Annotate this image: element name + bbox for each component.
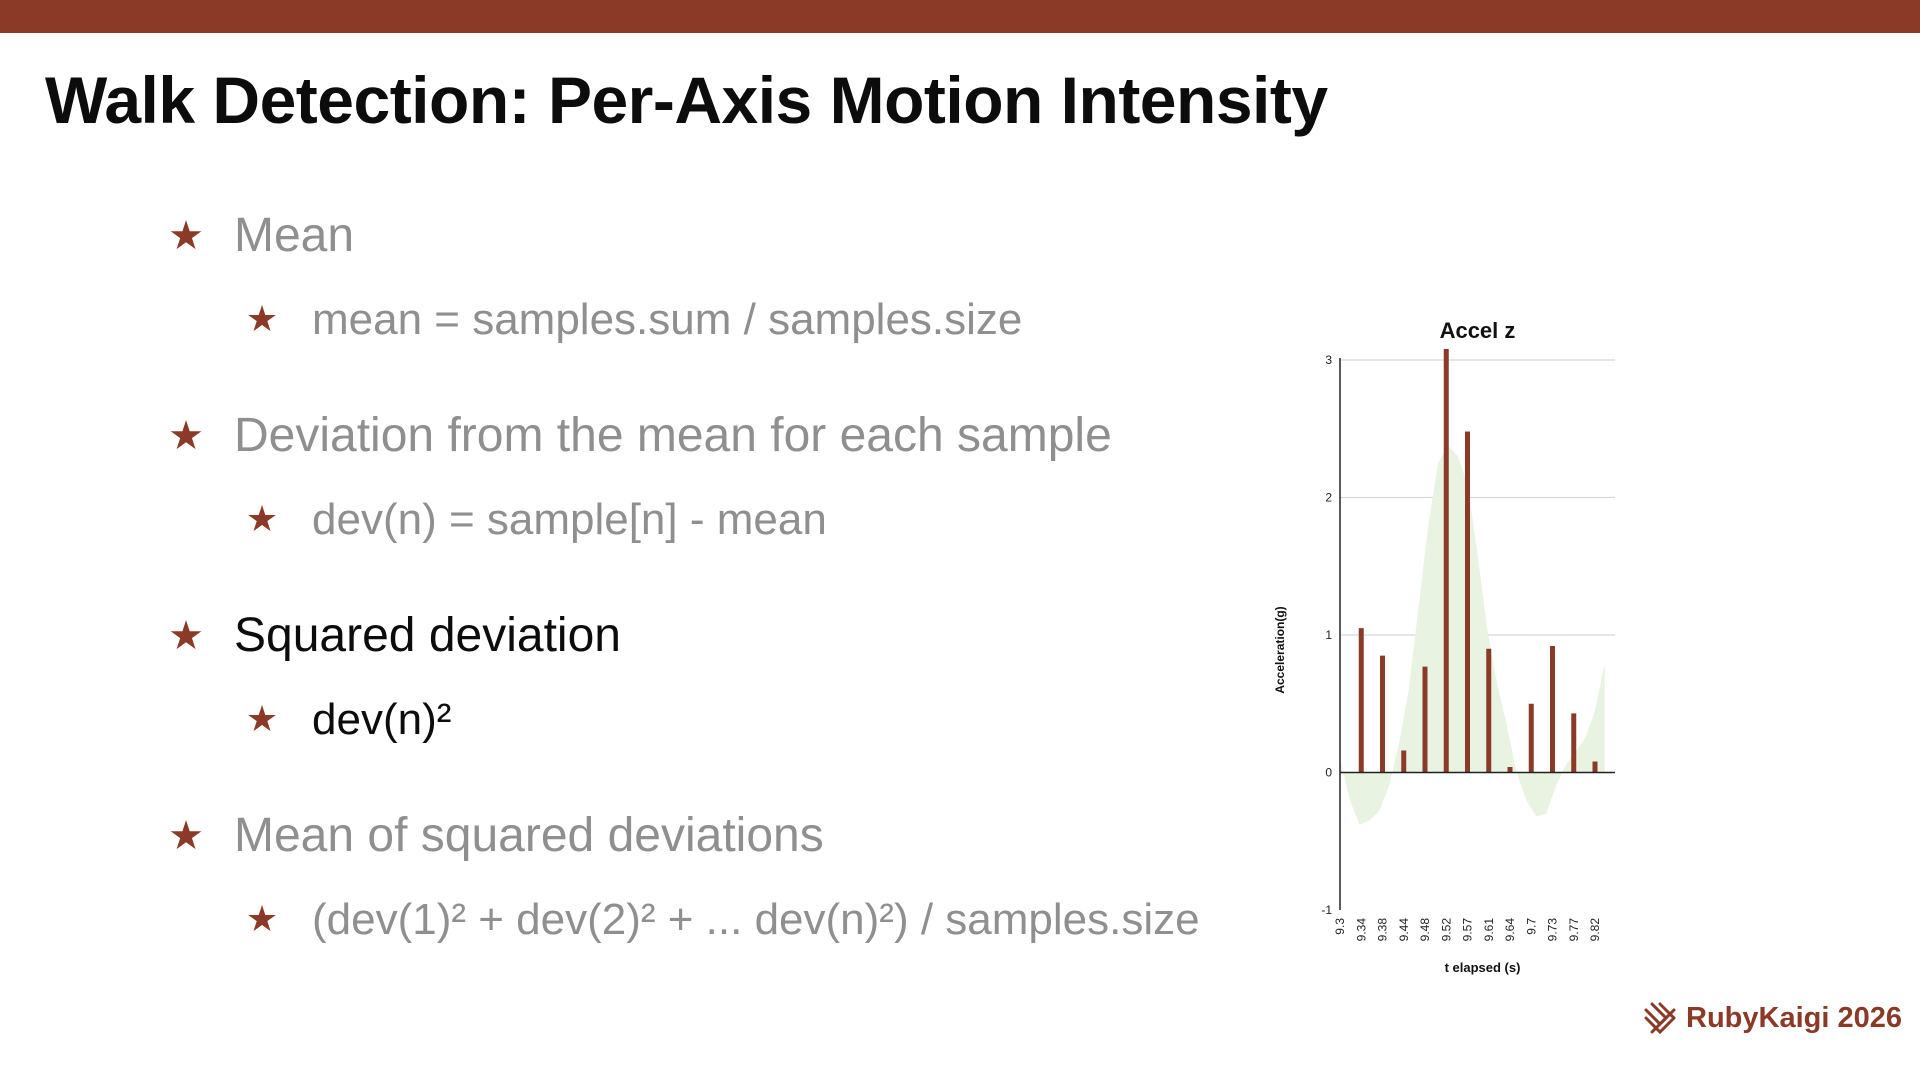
star-icon: ★ <box>168 413 204 459</box>
y-axis-label: Acceleration(g) <box>1273 606 1287 693</box>
bullet-text: Mean <box>234 209 355 262</box>
y-tick-label: 3 <box>1325 353 1332 367</box>
x-tick-label: 9.82 <box>1588 918 1602 942</box>
x-tick-label: 9.61 <box>1482 918 1496 942</box>
bar <box>1443 349 1449 773</box>
top-accent-bar <box>0 0 1920 33</box>
bar <box>1422 666 1428 773</box>
y-tick-labels: -1 0 1 2 3 <box>1321 353 1332 917</box>
bullet-text: Mean of squared deviations <box>234 809 824 862</box>
chart-title: Accel z <box>1440 318 1516 343</box>
sub-bullet-item: ★ mean = samples.sum / samples.size <box>240 295 1023 344</box>
star-icon: ★ <box>245 499 279 540</box>
bar <box>1592 761 1598 773</box>
bullet-text: Deviation from the mean for each sample <box>234 409 1112 462</box>
sub-bullet-item: ★ (dev(1)² + dev(2)² + ... dev(n)²) / sa… <box>240 898 1200 942</box>
bullet-item: ★ Deviation from the mean for each sampl… <box>162 412 1112 460</box>
x-tick-label: 9.44 <box>1397 918 1411 942</box>
bar <box>1528 703 1534 773</box>
y-tick-label: 2 <box>1325 491 1332 505</box>
star-icon: ★ <box>168 213 204 259</box>
bar <box>1550 646 1555 773</box>
star-icon: ★ <box>245 299 279 340</box>
star-icon: ★ <box>168 813 204 859</box>
bullet-item: ★ Squared deviation <box>162 612 621 660</box>
area-series <box>1340 445 1605 825</box>
bar <box>1571 713 1577 773</box>
y-tick-label: 0 <box>1325 766 1332 780</box>
logo-text: RubyKaigi 2026 <box>1686 1001 1902 1034</box>
star-icon: ★ <box>168 613 204 659</box>
rubykaigi-logo-icon <box>1644 1002 1676 1035</box>
star-icon: ★ <box>245 699 279 740</box>
x-tick-labels: 9.3 9.34 9.38 9.44 9.48 9.52 9.57 9.61 9.64 9.7 9.… <box>1333 918 1602 942</box>
chart-axes <box>1339 358 1615 910</box>
sub-bullet-text: dev(n)² <box>312 695 452 744</box>
bullet-text: Squared deviation <box>234 609 621 662</box>
x-tick-label: 9.38 <box>1376 918 1390 942</box>
sub-bullet-text: (dev(1)² + dev(2)² + ... dev(n)²) / samp… <box>312 895 1200 944</box>
bullet-item: ★ Mean of squared deviations <box>162 812 824 860</box>
bar-series <box>1358 349 1598 773</box>
bar <box>1507 767 1513 773</box>
accel-z-chart: -1 0 1 2 3 9.3 9.34 9.38 9.44 9.48 9.52 9.57 9.61 9.… <box>1260 300 1640 1000</box>
y-tick-label: -1 <box>1321 903 1332 917</box>
y-tick-label: 1 <box>1325 628 1332 642</box>
rubykaigi-logo: RubyKaigi 2026 <box>1642 1000 1902 1036</box>
star-icon: ★ <box>245 899 279 940</box>
x-tick-label: 9.57 <box>1461 918 1475 942</box>
x-tick-label: 9.3 <box>1333 918 1347 935</box>
x-tick-label: 9.48 <box>1418 918 1432 942</box>
slide-title: Walk Detection: Per-Axis Motion Intensit… <box>45 63 1328 137</box>
sub-bullet-text: mean = samples.sum / samples.size <box>312 295 1023 344</box>
x-tick-label: 9.34 <box>1354 918 1368 942</box>
sub-bullet-text: dev(n) = sample[n] - mean <box>312 495 827 544</box>
bar <box>1486 648 1492 773</box>
bar <box>1358 628 1364 773</box>
bullet-item: ★ Mean <box>162 212 354 260</box>
x-axis-label: t elapsed (s) <box>1445 960 1521 975</box>
bar <box>1465 431 1470 773</box>
bullet-list: ★ Mean ★ mean = samples.sum / samples.si… <box>162 212 1200 942</box>
sub-bullet-item: ★ dev(n)² <box>240 695 452 744</box>
x-tick-label: 9.52 <box>1439 918 1453 942</box>
x-tick-label: 9.64 <box>1503 918 1517 942</box>
x-tick-label: 9.73 <box>1546 918 1560 942</box>
x-tick-label: 9.77 <box>1567 918 1581 942</box>
bar <box>1380 655 1385 773</box>
sub-bullet-item: ★ dev(n) = sample[n] - mean <box>240 498 827 542</box>
x-tick-label: 9.7 <box>1524 918 1538 935</box>
bar <box>1401 750 1407 773</box>
